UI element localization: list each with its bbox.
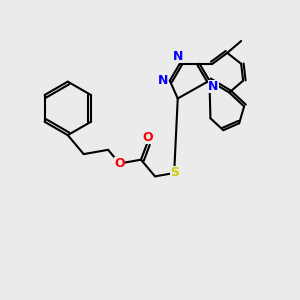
Text: N: N xyxy=(158,74,168,87)
Text: N: N xyxy=(208,80,219,93)
Text: O: O xyxy=(114,157,125,170)
Text: O: O xyxy=(142,131,153,144)
Text: S: S xyxy=(170,167,179,179)
Text: N: N xyxy=(172,50,183,63)
